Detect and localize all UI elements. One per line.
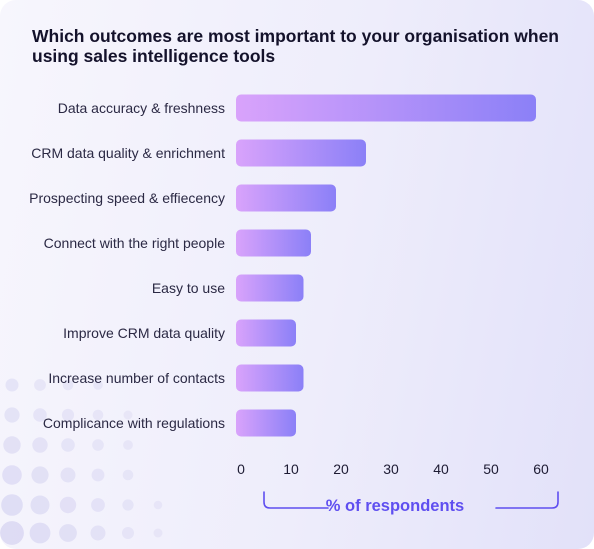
category-label-8: Complicance with regulations — [43, 415, 225, 431]
category-label-3: Prospecting speed & effiecency — [29, 190, 225, 206]
decorative-dot — [153, 500, 163, 510]
decorative-dot — [61, 438, 75, 452]
decorative-dot — [122, 469, 134, 481]
decorative-dot — [123, 410, 133, 420]
decorative-dot — [3, 436, 21, 454]
decorative-dot — [91, 468, 105, 482]
bar-1 — [236, 94, 536, 122]
decorative-dot-pattern — [0, 378, 163, 545]
decorative-dot — [60, 467, 76, 483]
decorative-dot — [34, 379, 46, 391]
decorative-dot — [1, 494, 23, 516]
bar-2 — [236, 139, 366, 167]
category-label-6: Improve CRM data quality — [63, 325, 225, 341]
decorative-dot — [61, 408, 75, 422]
decorative-dot — [2, 465, 22, 485]
category-label-2: CRM data quality & enrichment — [31, 145, 225, 161]
decorative-dot — [90, 525, 106, 541]
category-label-7: Increase number of contacts — [48, 370, 225, 386]
x-tick-label-20: 20 — [333, 461, 349, 477]
decorative-dot — [59, 496, 77, 514]
decorative-dot — [123, 440, 133, 450]
decorative-dot — [62, 379, 74, 391]
x-tick-label-40: 40 — [433, 461, 449, 477]
decorative-dot — [30, 495, 50, 515]
x-tick-label-10: 10 — [283, 461, 299, 477]
decorative-dot — [92, 409, 104, 421]
decorative-dot — [5, 378, 19, 392]
decorative-dot — [0, 521, 24, 545]
bar-3 — [236, 184, 336, 212]
decorative-dot — [29, 522, 51, 544]
decorative-dot — [59, 524, 77, 542]
x-axis-bracket — [263, 491, 559, 509]
bar-7 — [236, 364, 304, 392]
decorative-dot — [122, 527, 134, 539]
decorative-dot — [4, 407, 20, 423]
bar-8 — [236, 409, 296, 437]
bar-5 — [236, 274, 304, 302]
x-tick-label-50: 50 — [483, 461, 499, 477]
decorative-dot — [92, 439, 104, 451]
category-label-1: Data accuracy & freshness — [58, 100, 225, 116]
bar-4 — [236, 229, 311, 257]
chart-title: Which outcomes are most important to you… — [32, 26, 559, 66]
decorative-dot — [32, 437, 48, 453]
decorative-dot — [122, 499, 134, 511]
x-tick-label-0: 0 — [237, 461, 245, 477]
x-tick-label-60: 60 — [533, 461, 549, 477]
decorative-dot — [93, 380, 103, 390]
decorative-dot — [31, 466, 49, 484]
decorative-dot — [33, 408, 47, 422]
decorative-dot — [91, 498, 105, 512]
x-axis-label: % of respondents — [325, 497, 465, 515]
category-label-5: Easy to use — [152, 280, 225, 296]
category-label-4: Connect with the right people — [44, 235, 226, 251]
bar-6 — [236, 319, 296, 347]
decorative-dot — [153, 528, 163, 538]
x-tick-label-30: 30 — [383, 461, 399, 477]
